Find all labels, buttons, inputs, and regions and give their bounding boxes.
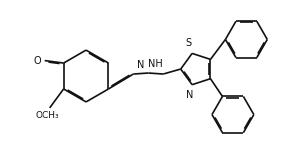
Text: N: N bbox=[137, 60, 145, 70]
Text: O: O bbox=[33, 55, 41, 66]
Text: N: N bbox=[186, 90, 193, 100]
Text: NH: NH bbox=[149, 59, 163, 69]
Text: OCH₃: OCH₃ bbox=[36, 111, 59, 120]
Text: S: S bbox=[185, 38, 192, 48]
